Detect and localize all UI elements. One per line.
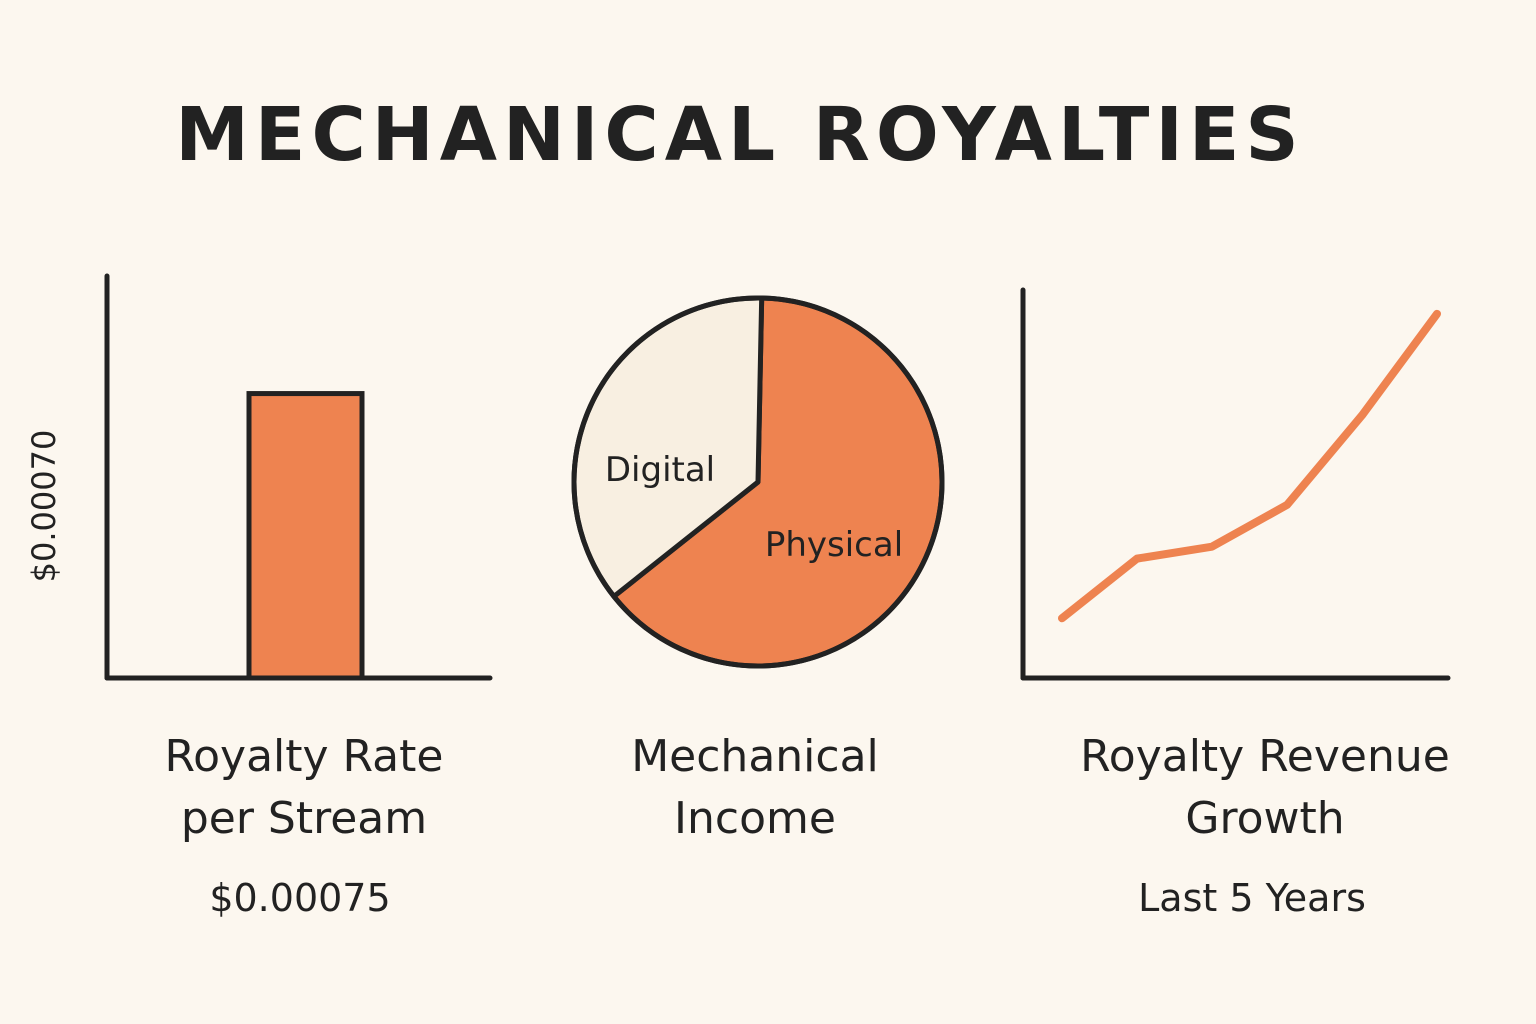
bar-chart-caption-line1: Royalty Rate (164, 731, 444, 782)
bar-0 (246, 391, 365, 681)
bar-chart: $0.00070 (25, 273, 493, 681)
pie-label-digital: Digital (605, 450, 715, 490)
line-chart-caption: Royalty Revenue Growth (1050, 726, 1480, 850)
line-chart (1020, 287, 1451, 681)
line-chart-caption-line2: Growth (1185, 793, 1345, 844)
line-chart-caption-line1: Royalty Revenue (1080, 731, 1450, 782)
bar-chart-caption: Royalty Rate per Stream (104, 726, 504, 850)
pie-chart-caption-line2: Income (674, 793, 836, 844)
page-title: MECHANICAL ROYALTIES (175, 92, 1305, 178)
bar-chart-caption-line2: per Stream (180, 793, 428, 844)
revenue-growth-line (1058, 309, 1441, 623)
bar-chart-value-label: $0.00075 (209, 876, 391, 920)
bar-chart-y-label: $0.00070 (25, 430, 63, 583)
pie-outline (571, 295, 945, 669)
line-chart-subtitle: Last 5 Years (1138, 876, 1366, 920)
pie-chart: Digital Physical (571, 295, 945, 669)
pie-chart-caption-line1: Mechanical (631, 731, 879, 782)
pie-chart-caption: Mechanical Income (555, 726, 955, 850)
pie-label-physical: Physical (765, 525, 903, 565)
